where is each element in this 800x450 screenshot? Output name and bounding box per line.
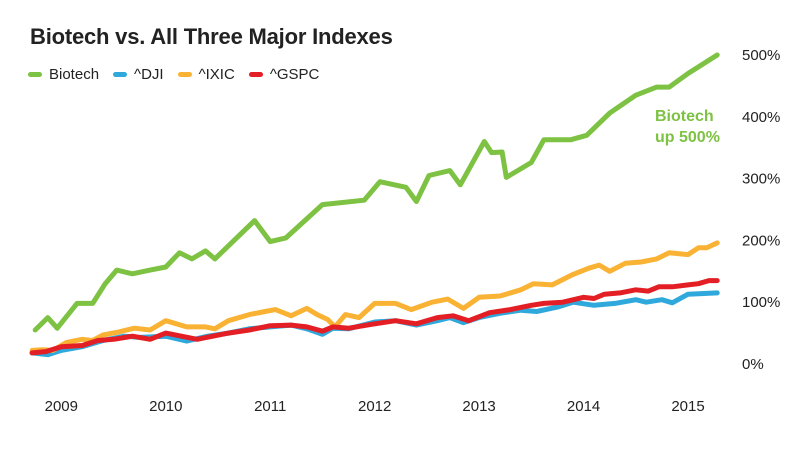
- x-tick-label: 2012: [358, 398, 391, 415]
- series-line-biotech: [32, 52, 720, 333]
- x-tick-label: 2011: [254, 398, 286, 415]
- legend-label-ixic: ^IXIC: [198, 66, 235, 83]
- legend-item-gspc: ^GSPC: [248, 66, 320, 83]
- legend-swatch-gspc: [248, 72, 263, 77]
- x-tick-label: 2009: [45, 398, 78, 415]
- x-tick-label: 2015: [671, 398, 704, 415]
- x-tick-labels: 2009 2010 2011 2012 2013 2014 2015: [45, 398, 705, 415]
- series-lines: [29, 52, 720, 358]
- series-line-gspc: [29, 278, 720, 356]
- legend-item-biotech: Biotech: [28, 66, 99, 83]
- y-tick-labels: 0% 100% 200% 300% 400% 500%: [742, 47, 780, 373]
- legend-swatch-biotech: [28, 72, 42, 77]
- legend-item-dji: ^DJI: [113, 66, 164, 83]
- y-tick-label: 500%: [742, 47, 780, 64]
- legend-swatch-ixic: [177, 72, 192, 77]
- y-tick-label: 400%: [742, 109, 780, 126]
- series-line-ixic: [29, 240, 720, 353]
- legend-item-ixic: ^IXIC: [177, 66, 235, 83]
- legend-swatch-dji: [113, 72, 128, 77]
- x-tick-label: 2010: [149, 398, 182, 415]
- y-tick-label: 100%: [742, 294, 780, 311]
- y-tick-label: 0%: [742, 356, 764, 373]
- y-tick-label: 300%: [742, 171, 780, 188]
- legend-label-gspc: ^GSPC: [269, 66, 320, 83]
- chart-title: Biotech vs. All Three Major Indexes: [30, 24, 393, 49]
- legend-label-biotech: Biotech: [49, 66, 100, 83]
- x-tick-label: 2013: [462, 398, 495, 415]
- annotation-line-2: up 500%: [655, 129, 720, 146]
- legend-label-dji: ^DJI: [134, 66, 164, 83]
- annotation-line-1: Biotech: [655, 108, 714, 125]
- y-tick-label: 200%: [742, 232, 780, 249]
- chart-legend: Biotech ^DJI ^IXIC ^GSPC: [28, 66, 319, 83]
- x-tick-label: 2014: [567, 398, 600, 415]
